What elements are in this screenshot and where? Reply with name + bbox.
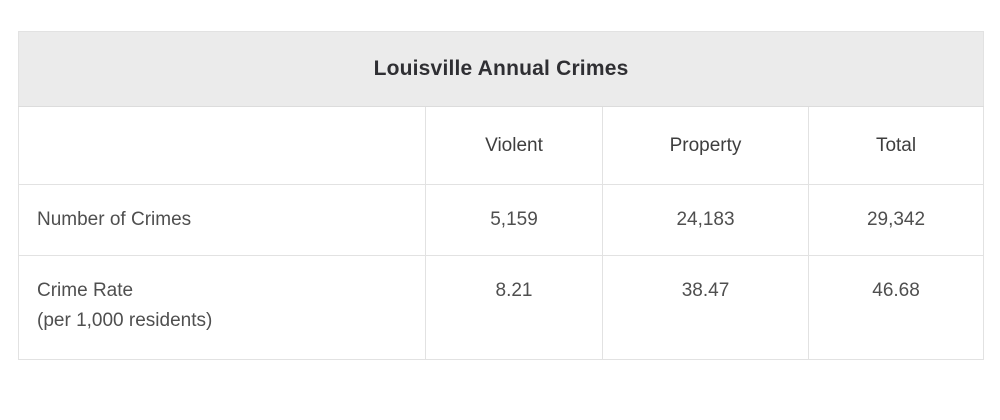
col-header-total: Total [807, 106, 985, 185]
crime-rate-label-line2: (per 1,000 residents) [37, 310, 213, 331]
cell-number-violent: 5,159 [425, 184, 603, 256]
cell-number-total: 29,342 [807, 184, 985, 256]
crime-table: Louisville Annual Crimes Violent Propert… [17, 31, 985, 360]
cell-rate-total: 46.68 [807, 255, 985, 360]
table-header-row: Violent Property Total [18, 106, 985, 185]
table-title: Louisville Annual Crimes [17, 31, 985, 107]
row-label-crime-rate: Crime Rate (per 1,000 residents) [18, 255, 426, 360]
header-empty-cell [18, 106, 426, 185]
cell-rate-violent: 8.21 [425, 255, 603, 360]
crime-table-container: Louisville Annual Crimes Violent Propert… [17, 31, 985, 360]
cell-number-property: 24,183 [602, 184, 809, 256]
col-header-violent: Violent [425, 106, 603, 185]
crime-rate-label-line1: Crime Rate [37, 280, 134, 301]
table-row-number-of-crimes: Number of Crimes 5,159 24,183 29,342 [18, 184, 985, 256]
table-title-row: Louisville Annual Crimes [17, 31, 985, 107]
table-row-crime-rate: Crime Rate (per 1,000 residents) 8.21 38… [18, 255, 985, 360]
col-header-property: Property [602, 106, 809, 185]
row-label-number-of-crimes: Number of Crimes [18, 184, 426, 256]
cell-rate-property: 38.47 [602, 255, 809, 360]
